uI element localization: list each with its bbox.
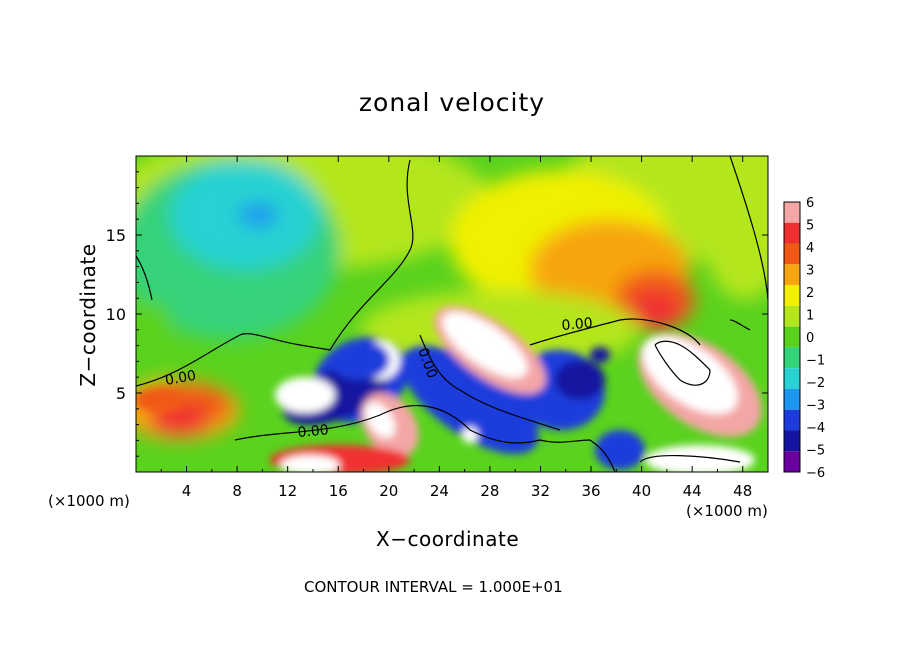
contour-line-1 <box>136 255 153 301</box>
colorbar-label: 2 <box>806 286 814 301</box>
colorbar-label: −3 <box>806 399 825 414</box>
contour-line-7 <box>654 340 711 386</box>
colorbar-label: −4 <box>806 421 825 436</box>
colorbar-label: −6 <box>806 466 825 481</box>
colorbar-swatch <box>784 347 800 369</box>
x-tick-label: 48 <box>733 482 752 500</box>
x-axis-label: X−coordinate <box>376 527 520 551</box>
x-tick-label: 12 <box>278 482 297 500</box>
colorbar-label: 0 <box>806 331 814 346</box>
colorbar-swatch <box>784 222 800 244</box>
colorbar-swatch <box>784 202 800 223</box>
chart-title: zonal velocity <box>358 88 546 117</box>
colorbar-label: −2 <box>806 376 825 391</box>
y-axis-label: Z−coordinate <box>76 243 100 387</box>
x-tick-label: 8 <box>232 482 242 500</box>
colorbar-swatch <box>784 285 800 306</box>
x-tick-label: 44 <box>683 482 702 500</box>
zero-contours <box>136 156 768 472</box>
colorbar: 6 5 4 3 2 1 0 −1 −2 −3 −4 −5 −6 <box>783 196 825 481</box>
x-tick-label: 28 <box>480 482 499 500</box>
colorbar-swatch <box>784 409 800 431</box>
colorbar-swatch <box>784 264 800 286</box>
x-tick-label: 20 <box>379 482 398 500</box>
colorbar-swatch <box>784 430 800 452</box>
colorbar-swatch <box>784 326 800 348</box>
colorbar-label: 3 <box>806 264 814 279</box>
x-unit-label-right: (×1000 m) <box>686 502 768 520</box>
y-tick-label: 5 <box>116 384 126 403</box>
colorbar-label: −1 <box>806 354 825 369</box>
contour-line-3 <box>419 334 561 431</box>
colorbar-label: −5 <box>806 444 825 459</box>
contour-label: 0.00 <box>297 422 329 441</box>
y-tick-label: 10 <box>106 305 126 324</box>
x-tick-label: 16 <box>329 482 348 500</box>
x-tick-label: 36 <box>581 482 600 500</box>
contour-line-8 <box>639 454 741 463</box>
contour-line-2 <box>234 405 616 472</box>
contour-labels: 0.000.000.000.00 <box>164 315 593 441</box>
x-tick-label: 4 <box>182 482 192 500</box>
colorbar-label: 5 <box>806 219 814 234</box>
y-tick-label: 15 <box>106 226 126 245</box>
colorbar-swatch <box>784 368 800 389</box>
x-tick-label: 32 <box>531 482 550 500</box>
colorbar-swatch <box>784 451 800 472</box>
contour-line-0 <box>136 159 414 387</box>
colorbar-swatch <box>784 243 800 265</box>
contour-line-6 <box>729 319 751 331</box>
x-tick-label: 40 <box>632 482 651 500</box>
colorbar-swatch <box>784 305 800 327</box>
contour-line-5 <box>729 156 768 301</box>
x-tick-label: 24 <box>430 482 449 500</box>
contour-interval-note: CONTOUR INTERVAL = 1.000E+01 <box>304 578 563 596</box>
contour-line-4 <box>529 318 701 346</box>
velocity-field <box>136 156 768 472</box>
colorbar-label: 6 <box>806 196 814 211</box>
colorbar-label: 1 <box>806 309 814 324</box>
colorbar-frame <box>783 201 801 473</box>
colorbar-label: 4 <box>806 241 814 256</box>
contour-label: 0.00 <box>561 315 593 334</box>
contour-label: 0.00 <box>164 368 197 389</box>
x-unit-label-left: (×1000 m) <box>48 492 130 510</box>
colorbar-swatch <box>784 388 800 410</box>
